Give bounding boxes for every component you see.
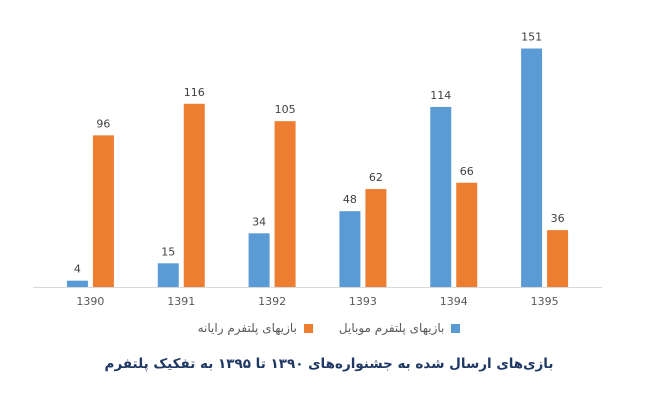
legend-swatch-mobile	[451, 323, 461, 333]
data-label-pc-1393: 62	[369, 171, 383, 184]
bar-mobile-1394	[430, 106, 452, 287]
bar-mobile-1391	[157, 263, 179, 287]
bar-pc-1394	[456, 182, 478, 287]
data-label-pc-1390: 96	[96, 117, 110, 130]
x-tick-1394: 1394	[440, 295, 468, 308]
x-tick-labels: 1390 1391 1392 1393 1394 1395	[76, 295, 558, 308]
bar-mobile-1393	[339, 211, 361, 287]
bar-pc-1392	[274, 121, 296, 287]
data-label-mobile-1391: 15	[161, 245, 175, 258]
data-label-pc-1394: 66	[460, 165, 474, 178]
data-label-mobile-1393: 48	[343, 193, 357, 206]
data-label-mobile-1392: 34	[252, 215, 266, 228]
x-tick-1395: 1395	[531, 295, 559, 308]
x-tick-1391: 1391	[167, 295, 195, 308]
bar-pc-1395	[547, 230, 569, 287]
data-label-pc-1391: 116	[184, 86, 205, 99]
data-label-mobile-1390: 4	[74, 263, 81, 276]
legend-swatch-pc	[303, 323, 313, 333]
bars-layer: 4 96 15 116 34 105 48 62 114 66 151 36	[66, 31, 569, 287]
x-tick-1392: 1392	[258, 295, 286, 308]
bar-mobile-1392	[248, 233, 270, 287]
chart-title: بازی‌های ارسال شده به جشنواره‌های ۱۳۹۰ ت…	[104, 356, 554, 372]
data-label-pc-1392: 105	[275, 103, 296, 116]
data-label-pc-1395: 36	[551, 212, 565, 225]
legend-label-pc: بازیهای پلتفرم رایانه	[197, 321, 297, 335]
bar-pc-1393	[365, 189, 387, 287]
data-label-mobile-1394: 114	[430, 89, 451, 102]
data-label-mobile-1395: 151	[521, 31, 542, 44]
legend-item-mobile: بازیهای پلتفرم موبایل	[338, 321, 461, 335]
x-tick-1393: 1393	[349, 295, 377, 308]
bar-chart: 4 96 15 116 34 105 48 62 114 66 151 36 1390 1391 1392…	[33, 31, 602, 308]
legend: بازیهای پلتفرم موبایل بازیهای پلتفرم رای…	[0, 318, 658, 338]
bar-mobile-1395	[521, 48, 543, 287]
bar-pc-1390	[92, 135, 114, 287]
x-tick-1390: 1390	[76, 295, 104, 308]
bar-pc-1391	[183, 103, 205, 287]
legend-label-mobile: بازیهای پلتفرم موبایل	[338, 321, 445, 335]
bar-mobile-1390	[66, 280, 88, 287]
legend-item-pc: بازیهای پلتفرم رایانه	[198, 321, 313, 335]
